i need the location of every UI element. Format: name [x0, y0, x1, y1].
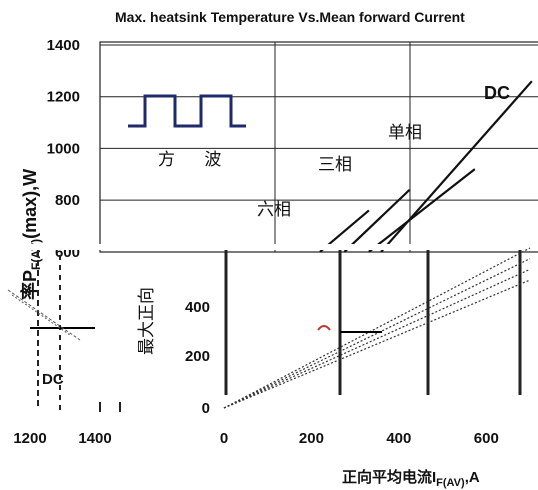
fragment-x-tick-0: 1200 — [13, 430, 46, 447]
x-label-sub: F(AV) — [436, 477, 465, 489]
top-y-tick-1: 1200 — [47, 89, 80, 106]
top-series-label-0: 六相 — [257, 200, 291, 220]
top-plot-frame — [99, 41, 538, 253]
chart-title: Max. heatsink Temperature Vs.Mean forwar… — [115, 9, 465, 25]
bottom-y-tick-0: 400 — [185, 299, 210, 316]
fragment-annotation: DC — [42, 371, 64, 388]
bottom-series-line-1 — [223, 258, 531, 409]
top-y-tick-0: 1400 — [47, 37, 80, 54]
bottom-x-tick-0: 0 — [220, 430, 228, 447]
bottom-x-tick-2: 400 — [386, 430, 411, 447]
bottom-red-mark — [317, 325, 331, 331]
y-label-main: P — [20, 270, 40, 282]
bottom-series-line-3 — [223, 279, 531, 409]
bottom-x-tick-1: 200 — [299, 430, 324, 447]
square-wave-icon — [128, 94, 246, 128]
top-series-label-3: DC — [484, 83, 510, 103]
fragment-x-tick-1: 1400 — [78, 430, 111, 447]
svg-text:最大正向: 最大正向 — [137, 287, 157, 355]
y-label-sub: F(AV) — [29, 239, 43, 270]
top-y-tick-2: 1000 — [47, 140, 80, 157]
bottom-series-line-2 — [223, 268, 531, 409]
x-label-tail: ,A — [465, 469, 480, 486]
top-series-label-2: 单相 — [388, 123, 422, 143]
bottom-grid — [224, 250, 522, 395]
top-y-axis-label: 率PF(AV)(max),W — [19, 169, 43, 300]
svg-text:率PF(AV)(max),W: 率PF(AV)(max),W — [19, 169, 43, 300]
top-series-line-3 — [380, 80, 533, 253]
fragment-x-ticks: 1200 1400 — [13, 430, 111, 447]
x-label-main: 正向平均电流I — [342, 468, 436, 486]
bottom-left-fragment: DC 1200 1400 — [7, 250, 121, 447]
bottom-x-axis-label: 正向平均电流IF(AV),A — [342, 468, 480, 489]
bottom-y-tick-2: 0 — [202, 400, 210, 417]
y-label-tail: (max),W — [20, 169, 40, 239]
bottom-y-axis-label: 最大正向 — [137, 287, 157, 355]
waveform-label: 方 波 — [158, 150, 233, 170]
bottom-y-ticks: 400 200 0 — [185, 299, 210, 417]
fragment-curve-1 — [7, 289, 81, 341]
seam-band — [0, 244, 538, 250]
top-series-lines — [319, 80, 533, 253]
bottom-right-fragment: 最大正向 400 200 0 0 200 400 600 正向平均电流IF(AV),A — [137, 247, 531, 489]
top-series-labels: 六相 三相 单相 DC — [257, 83, 510, 220]
bottom-series-lines — [223, 247, 531, 409]
bottom-series-line-0 — [223, 247, 531, 409]
top-y-tick-3: 800 — [55, 192, 80, 209]
top-series-label-1: 三相 — [318, 155, 352, 175]
top-chart: Max. heatsink Temperature Vs.Mean forwar… — [19, 9, 538, 300]
bottom-x-ticks: 0 200 400 600 — [220, 430, 499, 447]
top-series-line-2 — [368, 168, 476, 253]
y-label-prefix: 率 — [19, 282, 40, 300]
bottom-x-tick-3: 600 — [474, 430, 499, 447]
bottom-y-tick-1: 200 — [185, 348, 210, 365]
top-series-line-1 — [343, 188, 411, 253]
